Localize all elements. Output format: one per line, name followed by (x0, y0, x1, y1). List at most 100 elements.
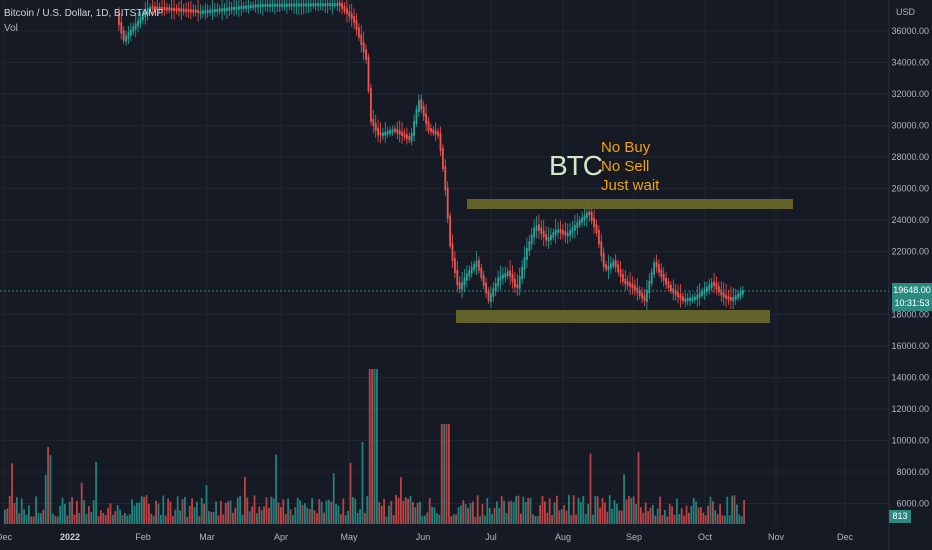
time-tick: Aug (555, 532, 571, 542)
volume-bar (611, 508, 613, 524)
volume-bar (546, 512, 549, 524)
volume-bar (23, 509, 25, 524)
volume-bar (371, 369, 373, 524)
volume-bar (505, 513, 508, 524)
candle-body (586, 212, 588, 218)
candle-body (206, 9, 209, 14)
candle-body (326, 3, 329, 7)
candle-body (682, 296, 684, 301)
candle-body (634, 285, 636, 291)
current-price-badge: 19648.00 10:31:53 (892, 283, 932, 311)
volume-bar (404, 497, 407, 524)
volume-bar (198, 516, 201, 524)
volume-bar (647, 511, 649, 524)
volume-bar (217, 515, 220, 524)
candle-body (245, 5, 247, 9)
volume-bar (649, 507, 652, 524)
candle-body (516, 284, 519, 288)
annotation-text[interactable]: No Buy No Sell Just wait (601, 138, 659, 195)
candle-body (444, 166, 447, 191)
volume-bar (342, 498, 345, 524)
symbol-title[interactable]: Bitcoin / U.S. Dollar, 1D, BITSTAMP (4, 8, 164, 19)
price-tick: 24000.00 (891, 215, 929, 225)
candle-body (185, 8, 187, 13)
volume-bar (407, 498, 409, 524)
candle-body (360, 34, 363, 45)
volume-bar (664, 509, 666, 524)
candle-body (314, 3, 317, 7)
volume-bar (724, 515, 726, 524)
candle-body (346, 8, 348, 14)
volume-bar (484, 515, 486, 524)
candle-body (324, 3, 327, 7)
candle-body (228, 7, 231, 11)
volume-bar (544, 501, 546, 524)
volume-bar (395, 495, 397, 524)
volume-bar (493, 507, 496, 524)
candles (118, 0, 744, 311)
volume-bar (625, 499, 628, 524)
volume-bar (32, 516, 35, 524)
candle-body (713, 281, 715, 287)
volume-bar (95, 462, 97, 524)
candle-body (538, 224, 540, 231)
candle-body (631, 283, 634, 289)
candle-body (127, 32, 130, 39)
volume-bar (196, 501, 198, 524)
volume-bar (205, 485, 208, 524)
volume-bar (721, 515, 724, 524)
candle-body (696, 294, 699, 300)
volume-bar (85, 513, 88, 524)
candle-body (600, 241, 603, 256)
candle-body (139, 17, 142, 24)
volume-badge: 813 (889, 510, 911, 523)
volume-bar (560, 509, 563, 524)
volume-bar (97, 515, 100, 524)
volume-bar (671, 506, 673, 524)
volume-bar (248, 511, 251, 524)
volume-bar (253, 495, 256, 524)
volume-bar (652, 504, 654, 524)
volume-bar (733, 495, 736, 524)
candle-body (526, 247, 528, 260)
volume-bar (289, 509, 292, 524)
volume-indicator-label[interactable]: Vol (4, 23, 18, 34)
volume-bar (469, 503, 472, 524)
candle-body (478, 260, 480, 271)
candle-body (737, 293, 739, 299)
volume-bar (172, 515, 174, 524)
candle-body (338, 2, 341, 7)
candle-body (622, 274, 624, 282)
volume-bar (284, 514, 287, 524)
candle-body (732, 296, 735, 302)
volume-bar (42, 509, 45, 524)
time-tick: Nov (768, 532, 785, 542)
volume-bar (685, 505, 688, 524)
volume-bar (743, 499, 745, 524)
volume-bar (472, 501, 474, 524)
resistance-zone (467, 199, 793, 209)
candle-body (562, 230, 564, 235)
candle-body (727, 295, 730, 300)
candle-body (473, 264, 475, 271)
volume-bar (448, 424, 450, 524)
candle-body (202, 10, 204, 14)
volume-bar (37, 513, 40, 524)
volume-bar (455, 514, 457, 524)
candle-body (134, 23, 137, 30)
volume-bar (292, 515, 294, 524)
candle-body (293, 3, 295, 7)
volume-bar (112, 514, 114, 524)
volume-bar (714, 510, 717, 524)
candle-body (610, 263, 612, 269)
candle-body (223, 7, 226, 12)
annotation-ticker[interactable]: BTC (549, 150, 603, 181)
price-tick: 32000.00 (891, 89, 929, 99)
candle-body (574, 224, 576, 231)
volume-bar (356, 512, 359, 524)
candle-body (706, 286, 708, 292)
volume-bar (313, 510, 316, 524)
volume-bar (661, 514, 664, 524)
volume-bar (577, 497, 580, 524)
